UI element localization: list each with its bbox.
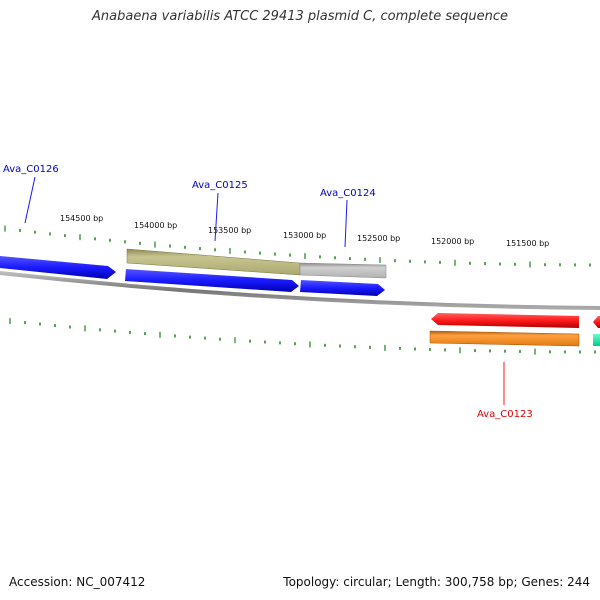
leader-ava-c0126 bbox=[24, 176, 36, 224]
gene-ava-c0123-arrow[interactable] bbox=[431, 313, 579, 328]
gene-label-ava-c0123[interactable]: Ava_C0123 bbox=[477, 409, 533, 420]
gene-ava-c0125-arrow[interactable] bbox=[125, 269, 299, 292]
scale-label-152500: 152500 bp bbox=[357, 234, 400, 243]
gene-label-ava-c0124[interactable]: Ava_C0124 bbox=[320, 188, 376, 199]
scale-label-152000: 152000 bp bbox=[431, 237, 474, 246]
inner-tick-ring bbox=[9, 318, 596, 355]
scale-label-153000: 153000 bp bbox=[283, 231, 326, 240]
scale-label-154500: 154500 bp bbox=[60, 214, 103, 223]
scale-label-154000: 154000 bp bbox=[134, 221, 177, 230]
topology-summary: Topology: circular; Length: 300,758 bp; … bbox=[283, 575, 590, 589]
gray-feature[interactable] bbox=[299, 262, 387, 279]
backbone-arc bbox=[0, 271, 600, 310]
leader-ava-c0124 bbox=[344, 199, 348, 248]
scale-label-151500: 151500 bp bbox=[506, 239, 549, 248]
scale-labels: 154500 bp 154000 bp 153500 bp 153000 bp … bbox=[60, 214, 549, 248]
red-feature-edge[interactable] bbox=[593, 316, 600, 328]
accession-text: Accession: NC_007412 bbox=[9, 575, 146, 589]
leader-ava-c0125 bbox=[214, 192, 219, 242]
gene-ava-c0126-arrow[interactable] bbox=[0, 256, 116, 279]
outer-tick-ring bbox=[4, 225, 591, 268]
gene-label-ava-c0126[interactable]: Ava_C0126 bbox=[3, 164, 59, 175]
teal-feature-edge[interactable] bbox=[593, 334, 600, 346]
map-title: Anabaena variabilis ATCC 29413 plasmid C… bbox=[92, 9, 508, 24]
gene-label-ava-c0125[interactable]: Ava_C0125 bbox=[192, 180, 248, 191]
gene-ava-c0124-arrow[interactable] bbox=[300, 280, 385, 296]
orange-feature[interactable] bbox=[429, 330, 580, 347]
scale-label-153500: 153500 bp bbox=[208, 226, 251, 235]
